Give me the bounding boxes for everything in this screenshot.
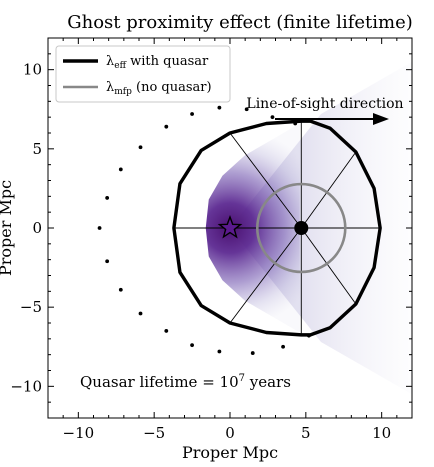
lifetime-point bbox=[244, 107, 249, 112]
lifetime-point bbox=[164, 329, 169, 333]
legend-label: with quasar bbox=[126, 54, 209, 69]
legend-symbol: λ bbox=[106, 54, 114, 69]
lifetime-point bbox=[190, 112, 194, 116]
lifetime-text: Quasar lifetime = 10 bbox=[80, 373, 239, 391]
lifetime-boundary-points bbox=[97, 105, 311, 355]
axis-ticks bbox=[47, 37, 413, 419]
lifetime-point bbox=[217, 105, 222, 110]
spoke-line bbox=[229, 227, 302, 324]
x-tick-label: 10 bbox=[372, 424, 391, 442]
y-tick-label: 5 bbox=[32, 140, 42, 158]
legend-label: (no quasar) bbox=[132, 80, 212, 95]
y-tick-label: −5 bbox=[20, 298, 42, 316]
lifetime-point bbox=[306, 333, 311, 338]
legend-box bbox=[55, 45, 231, 103]
x-axis: −10 −5 0 5 10 Proper Mpc bbox=[63, 424, 392, 462]
x-tick-label: 5 bbox=[301, 424, 311, 442]
lifetime-point bbox=[105, 259, 110, 264]
spoke-line bbox=[300, 227, 357, 305]
chart-title: Ghost proximity effect (finite lifetime) bbox=[67, 12, 413, 33]
y-tick-label: −10 bbox=[10, 377, 42, 395]
legend-subscript: mfp bbox=[114, 87, 132, 97]
observer-point bbox=[294, 221, 309, 235]
x-tick-label: −10 bbox=[63, 424, 95, 442]
lambda-eff-contour bbox=[172, 119, 382, 337]
legend-entry-mfp: λmfp (no quasar) bbox=[106, 80, 212, 97]
spoke-line bbox=[300, 151, 357, 229]
x-tick-label: 0 bbox=[225, 424, 235, 442]
legend-subscript: eff bbox=[114, 61, 126, 71]
legend: λeff with quasar λmfp (no quasar) bbox=[55, 45, 231, 103]
y-axis-label: Proper Mpc bbox=[0, 180, 15, 276]
lambda-mfp-circle bbox=[255, 182, 347, 274]
spoke-line bbox=[229, 132, 302, 229]
quasar-lifetime-annotation: Quasar lifetime = 107 years bbox=[80, 373, 291, 391]
line-of-sight-annotation: Line-of-sight direction bbox=[246, 96, 404, 125]
plot-area bbox=[47, 37, 413, 419]
legend-symbol: λ bbox=[106, 80, 114, 95]
arrow-right-icon bbox=[373, 113, 389, 125]
y-tick-label: 0 bbox=[32, 219, 42, 237]
region-spokes bbox=[173, 121, 381, 335]
lifetime-exponent: 7 bbox=[239, 373, 245, 384]
lifetime-point bbox=[293, 121, 298, 126]
quasar-star-marker bbox=[217, 214, 243, 239]
lifetime-unit: years bbox=[245, 373, 291, 391]
y-tick-label: 10 bbox=[23, 61, 42, 79]
lifetime-point bbox=[217, 349, 222, 354]
lifetime-point bbox=[118, 287, 123, 292]
y-axis: −10 −5 0 5 10 Proper Mpc bbox=[0, 61, 42, 396]
lifetime-point bbox=[105, 196, 110, 200]
lifetime-point bbox=[250, 351, 255, 355]
lifetime-point bbox=[270, 115, 275, 120]
lifetime-point bbox=[190, 343, 194, 348]
x-axis-label: Proper Mpc bbox=[182, 443, 278, 462]
legend-entry-eff: λeff with quasar bbox=[106, 54, 209, 71]
lifetime-point bbox=[281, 344, 285, 349]
lifetime-point bbox=[164, 124, 169, 129]
x-tick-label: −5 bbox=[143, 424, 165, 442]
lifetime-point bbox=[138, 311, 143, 316]
lifetime-point bbox=[138, 145, 143, 150]
lifetime-point bbox=[97, 226, 102, 230]
lifetime-point bbox=[118, 167, 123, 172]
line-of-sight-label: Line-of-sight direction bbox=[246, 96, 403, 112]
